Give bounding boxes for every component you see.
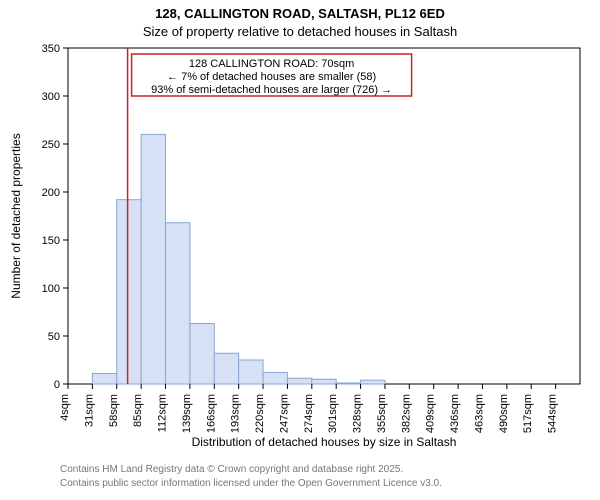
x-tick-label: 490sqm — [498, 394, 510, 433]
x-tick-label: 31sqm — [83, 394, 95, 427]
chart-title-line1: 128, CALLINGTON ROAD, SALTASH, PL12 6ED — [155, 6, 445, 21]
histogram-bar — [263, 372, 287, 384]
histogram-bar — [214, 353, 238, 384]
histogram-bar — [166, 223, 190, 384]
histogram-bar — [336, 383, 360, 384]
histogram-bar — [287, 378, 311, 384]
x-tick-label: 4sqm — [59, 394, 71, 421]
histogram-bar — [190, 324, 214, 384]
x-tick-label: 139sqm — [181, 394, 193, 433]
x-tick-label: 544sqm — [547, 394, 559, 433]
chart-title-line2: Size of property relative to detached ho… — [143, 24, 457, 39]
y-tick-label: 150 — [42, 235, 60, 247]
x-tick-label: 193sqm — [230, 394, 242, 433]
chart-svg: 128, CALLINGTON ROAD, SALTASH, PL12 6ED S… — [0, 0, 600, 500]
x-tick-label: 58sqm — [108, 394, 120, 427]
histogram-bar — [239, 360, 263, 384]
y-tick-label: 100 — [42, 283, 60, 295]
x-tick-label: 382sqm — [400, 394, 412, 433]
histogram-bar — [141, 134, 165, 384]
x-axis-label: Distribution of detached houses by size … — [192, 435, 457, 449]
x-tick-label: 247sqm — [278, 394, 290, 433]
x-tick-label: 436sqm — [449, 394, 461, 433]
x-tick-label: 166sqm — [205, 394, 217, 433]
y-tick-label: 200 — [42, 187, 60, 199]
y-tick-label: 250 — [42, 139, 60, 151]
footer-line2: Contains public sector information licen… — [60, 478, 442, 489]
x-tick-label: 328sqm — [352, 394, 364, 433]
histogram-chart: 128, CALLINGTON ROAD, SALTASH, PL12 6ED S… — [0, 0, 600, 500]
histogram-bar — [92, 373, 116, 384]
footer-line1: Contains HM Land Registry data © Crown c… — [60, 464, 403, 475]
annotation-line: ← 7% of detached houses are smaller (58) — [167, 71, 376, 83]
y-axis-label: Number of detached properties — [9, 133, 23, 298]
histogram-bar — [117, 200, 141, 384]
y-tick-label: 50 — [48, 331, 60, 343]
x-tick-label: 274sqm — [303, 394, 315, 433]
x-tick-label: 463sqm — [473, 394, 485, 433]
y-tick-label: 0 — [54, 379, 60, 391]
x-tick-label: 85sqm — [132, 394, 144, 427]
annotation-line: 128 CALLINGTON ROAD: 70sqm — [189, 58, 354, 70]
x-tick-label: 301sqm — [327, 394, 339, 433]
histogram-bar — [312, 379, 336, 384]
x-tick-label: 355sqm — [376, 394, 388, 433]
histogram-bar — [361, 380, 385, 384]
x-tick-label: 517sqm — [522, 394, 534, 433]
annotation-line: 93% of semi-detached houses are larger (… — [151, 84, 392, 96]
x-tick-label: 409sqm — [425, 394, 437, 433]
x-tick-label: 112sqm — [157, 394, 169, 432]
x-tick-label: 220sqm — [254, 394, 266, 433]
y-tick-label: 300 — [42, 91, 60, 103]
y-tick-label: 350 — [42, 43, 60, 55]
